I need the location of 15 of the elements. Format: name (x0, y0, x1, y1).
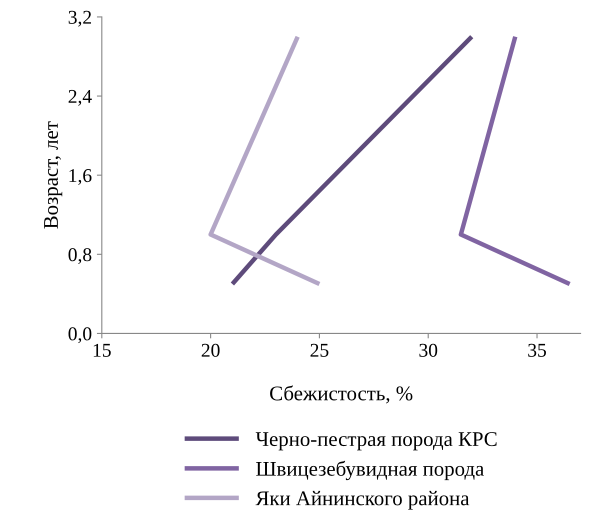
x-tick-label: 25 (310, 344, 328, 357)
y-tick-label: 2,4 (68, 90, 92, 106)
y-tick-label: 1,6 (69, 169, 92, 185)
legend-label: Черно-пестрая порода КРС (256, 432, 497, 450)
x-axis-title: Сбежистость, % (270, 385, 412, 404)
x-tick-label: 20 (202, 344, 220, 357)
y-tick-label: 0,0 (68, 327, 92, 344)
x-tick-label: 30 (419, 344, 438, 357)
x-tick-label: 35 (528, 344, 546, 357)
x-tick-label: 15 (94, 344, 111, 357)
y-tick-label: 0,8 (68, 248, 92, 264)
y-axis-title: Возраст, лет (44, 121, 62, 229)
legend-label: Швицезебувидная порода (256, 460, 484, 480)
legend-label: Яки Айнинского района (256, 490, 470, 510)
y-tick-label: 3,2 (68, 10, 92, 27)
